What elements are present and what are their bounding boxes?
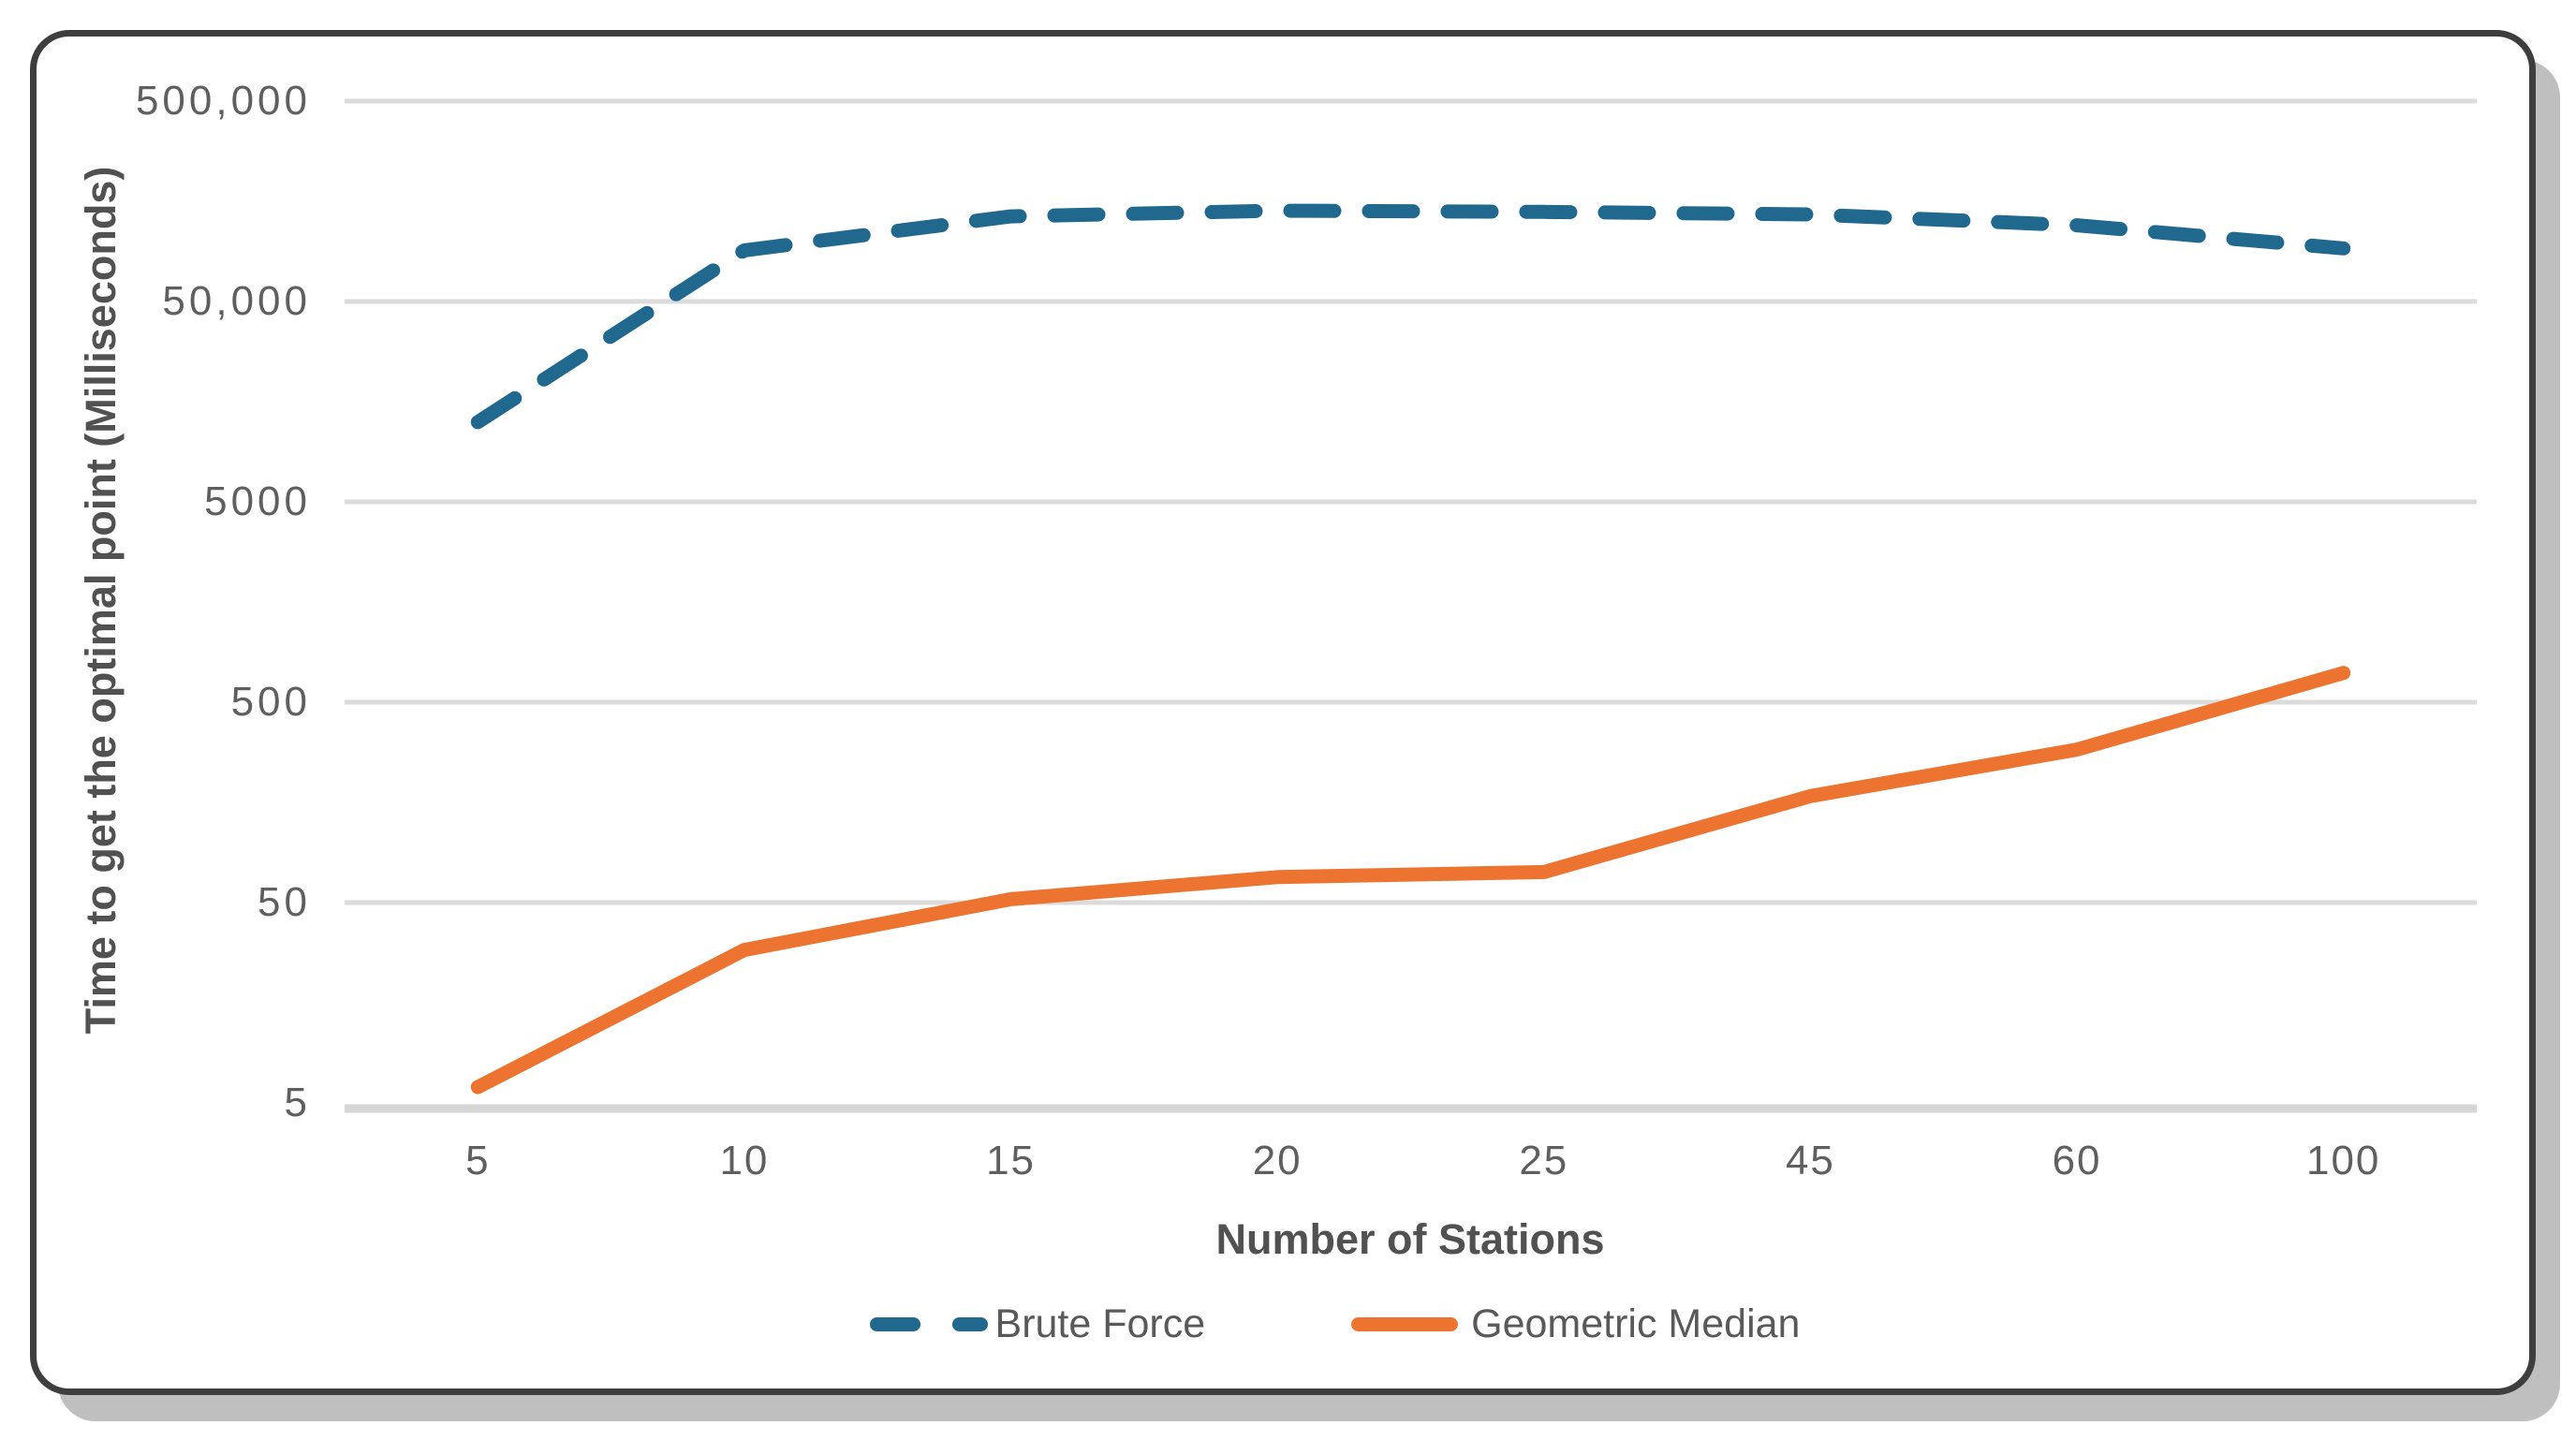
- y-axis-title: Time to get the optimal point (Milliseco…: [77, 166, 125, 1035]
- legend-item-geometric-median: Geometric Median: [1346, 1301, 1800, 1347]
- legend: Brute Force Geometric Median: [94, 1296, 2576, 1352]
- x-axis-title: Number of Stations: [1215, 1215, 1605, 1263]
- x-tick-label: 15: [986, 1138, 1037, 1183]
- x-tick-label: 10: [719, 1138, 770, 1183]
- legend-swatch-dashed-line-icon: [869, 1317, 988, 1331]
- x-tick-label: 45: [1785, 1138, 1835, 1183]
- y-tick-label: 50,000: [162, 278, 311, 324]
- x-tick-label: 100: [2305, 1138, 2381, 1183]
- x-tick-label: 20: [1252, 1138, 1303, 1183]
- y-tick-label: 5: [284, 1080, 311, 1125]
- legend-label: Geometric Median: [1471, 1300, 1801, 1346]
- y-tick-label: 500,000: [135, 78, 311, 124]
- y-tick-label: 50: [258, 879, 311, 925]
- x-tick-label: 25: [1519, 1138, 1569, 1183]
- legend-item-brute-force: Brute Force: [869, 1300, 1206, 1347]
- chart-card: [30, 30, 2536, 1395]
- x-tick-label: 60: [2052, 1138, 2102, 1183]
- x-tick-label: 5: [465, 1138, 491, 1183]
- y-tick-label: 5000: [204, 478, 311, 524]
- legend-swatch-solid-line-icon: [1351, 1317, 1459, 1331]
- y-tick-label: 500: [230, 679, 311, 725]
- legend-label: Brute Force: [994, 1300, 1206, 1346]
